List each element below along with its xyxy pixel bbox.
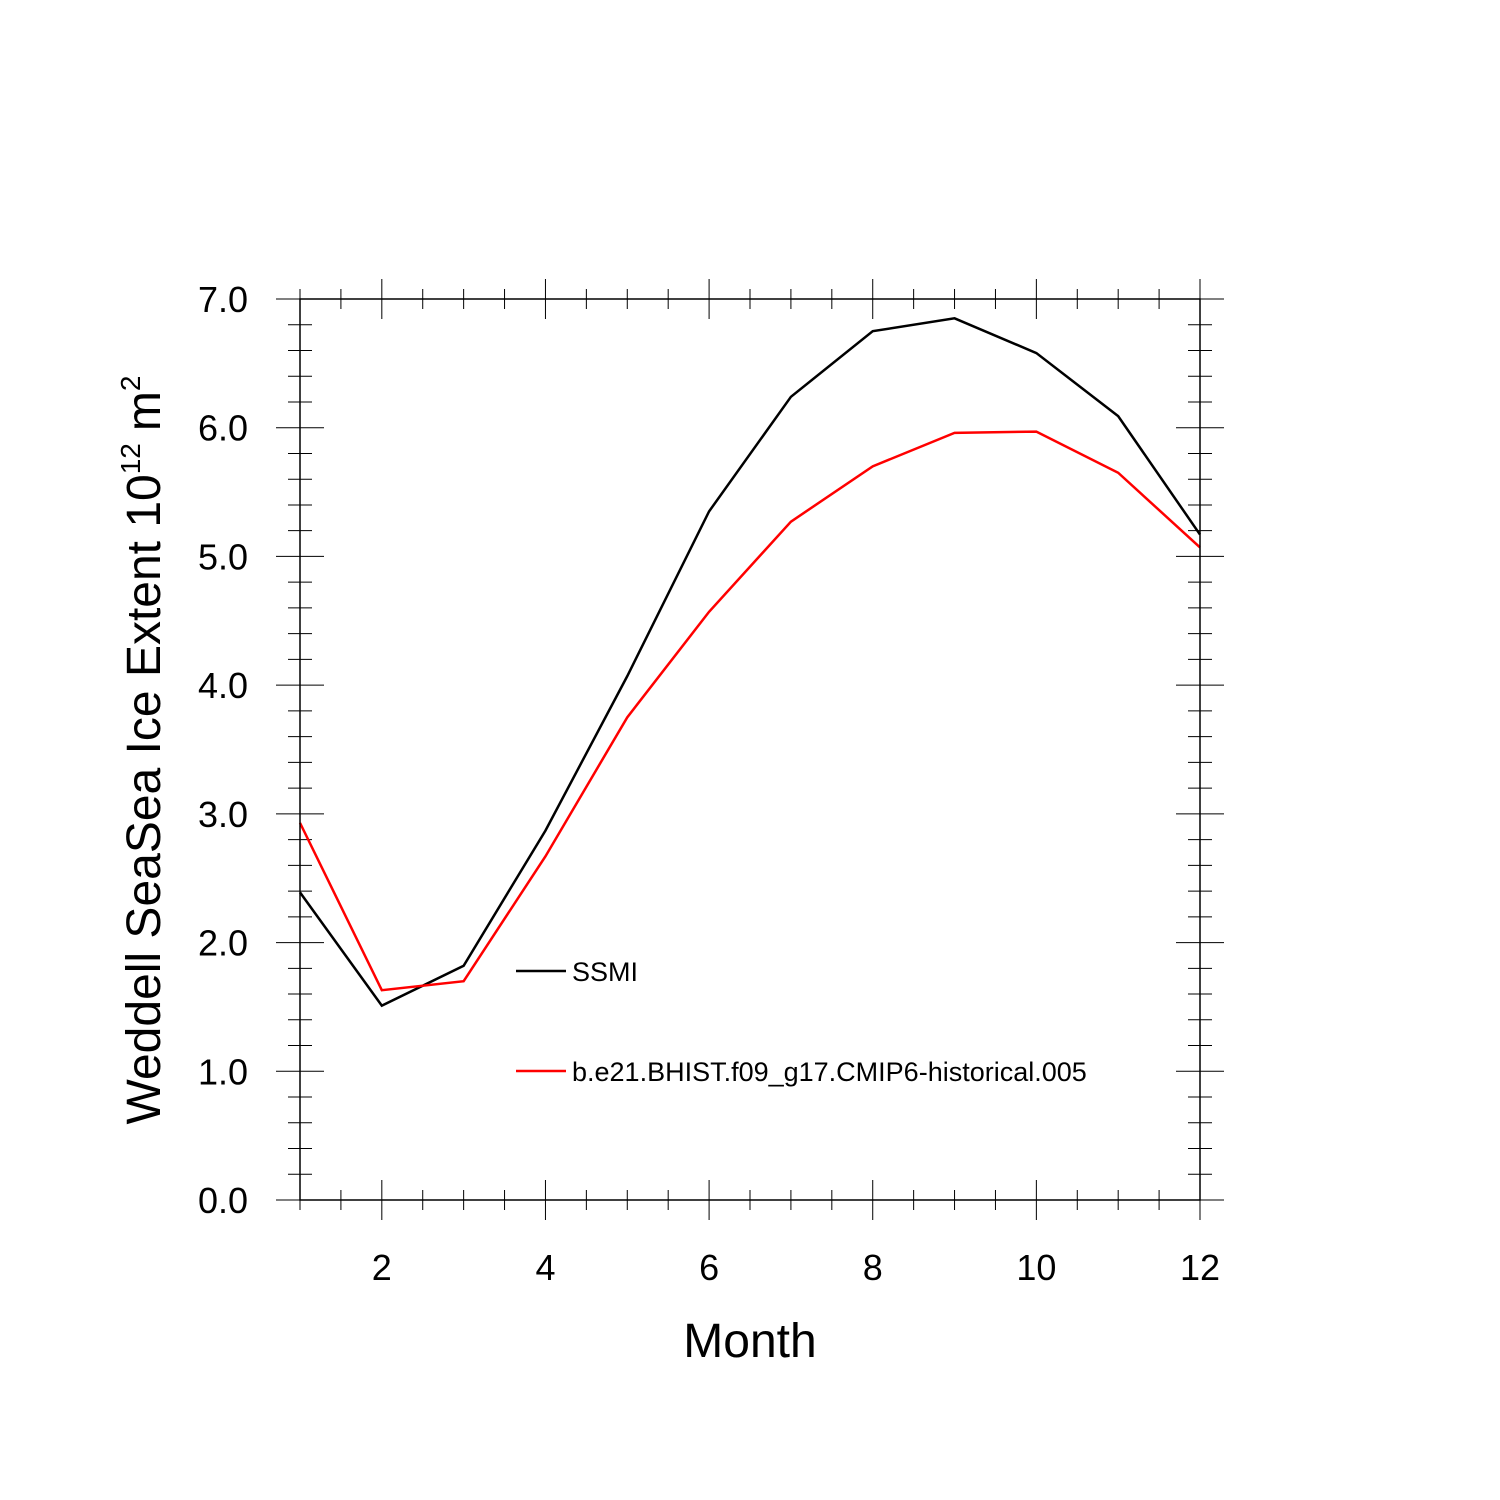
legend: SSMI b.e21.BHIST.f09_g17.CMIP6-historical… [516,957,1087,1087]
y-tick-label: 2.0 [198,923,248,964]
legend-label: b.e21.BHIST.f09_g17.CMIP6-historical.005 [572,1057,1087,1087]
x-tick-label: 8 [863,1247,883,1288]
y-tick-label: 5.0 [198,536,248,577]
y-tick-label: 7.0 [198,279,248,320]
y-axis-title-exponent: 12 [115,443,146,474]
y-axis-title-text: Weddell SeaSea Ice Extent 10 [118,474,171,1124]
x-tick-label: 4 [535,1247,555,1288]
plot-frame [299,298,1201,1201]
tick-labels: 2 4 6 8 10 12 0.0 1.0 2.0 3.0 4.0 5.0 6.0 7.0 [198,279,1220,1288]
x-tick-label: 6 [699,1247,719,1288]
series-lines [298,317,1202,1008]
y-tick-label: 4.0 [198,665,248,706]
y-tick-label: 0.0 [198,1180,248,1221]
legend-label: SSMI [572,957,638,987]
x-tick-label: 2 [372,1247,392,1288]
series-line-model [298,430,1201,992]
y-tick-label: 3.0 [198,794,248,835]
y-axis-title: Weddell SeaSea Ice Extent 1012 m2 [115,376,171,1125]
y-tick-label: 6.0 [198,408,248,449]
x-axis-title: Month [683,1315,816,1368]
series-line-ssmi [298,317,1202,1008]
y-axis-title-unit-exponent: 2 [115,376,146,392]
y-axis-title-unit: m [118,391,171,431]
x-tick-label: 12 [1180,1247,1220,1288]
y-tick-label: 1.0 [198,1051,248,1092]
x-tick-label: 10 [1016,1247,1056,1288]
